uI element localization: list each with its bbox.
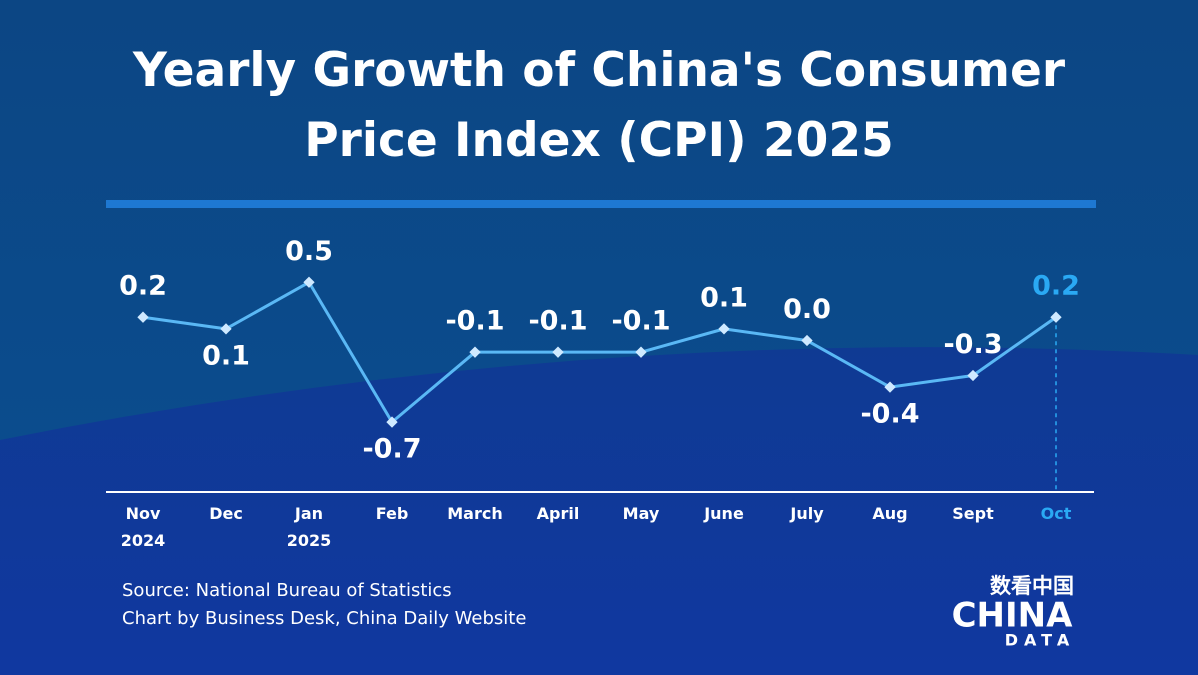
background-curve [0, 347, 1198, 675]
point [801, 334, 813, 347]
value-label: 0.1 [700, 282, 748, 313]
x-tick-label: July [789, 504, 824, 523]
x-tick-label: Feb [376, 504, 409, 523]
title-rule [106, 200, 1096, 208]
x-tick-label: Jan 2025 [287, 504, 332, 550]
value-label: -0.4 [860, 399, 919, 430]
point [718, 323, 730, 335]
logo: 数看中国 CHINA DATA [952, 574, 1075, 650]
line [142, 280, 1057, 424]
x-tick-label: Oct [1041, 504, 1072, 523]
point [967, 369, 979, 382]
value-label: -0.1 [528, 306, 587, 337]
source: Source: National Bureau of Statistics [122, 580, 452, 601]
x-tick-label: Aug [872, 504, 907, 523]
logo-main: CHINA [952, 596, 1074, 636]
x-tick-label: April [537, 504, 580, 523]
value-label: -0.1 [445, 306, 504, 337]
point [220, 323, 232, 335]
logo-sub: DATA [1005, 631, 1075, 650]
x-tick-label: March [447, 504, 502, 523]
chart-title: Yearly Growth of China's Consumer Price … [132, 43, 1066, 168]
point [469, 346, 481, 358]
value-label: -0.1 [611, 306, 670, 337]
point [386, 416, 398, 428]
logo-top: 数看中国 [990, 574, 1074, 598]
x-tick-label: Nov 2024 [121, 504, 166, 550]
value-label: 0.2 [119, 271, 167, 302]
point [884, 381, 896, 393]
value-label: 0.2 [1032, 271, 1080, 302]
point [1050, 311, 1062, 323]
point [137, 311, 149, 323]
point [635, 346, 647, 358]
x-tick-label: May [623, 504, 660, 523]
credit: Chart by Business Desk, China Daily Webs… [122, 608, 527, 629]
x-tick-label: June [703, 504, 744, 523]
point [552, 346, 564, 358]
value-label: 0.0 [783, 294, 831, 325]
value-label: 0.1 [202, 340, 250, 371]
x-tick-label: Sept [952, 504, 994, 523]
point [303, 276, 315, 288]
x-tick-label: Dec [209, 504, 243, 523]
value-label: -0.7 [362, 434, 421, 465]
value-label: 0.5 [285, 236, 333, 267]
value-label: -0.3 [943, 329, 1002, 360]
